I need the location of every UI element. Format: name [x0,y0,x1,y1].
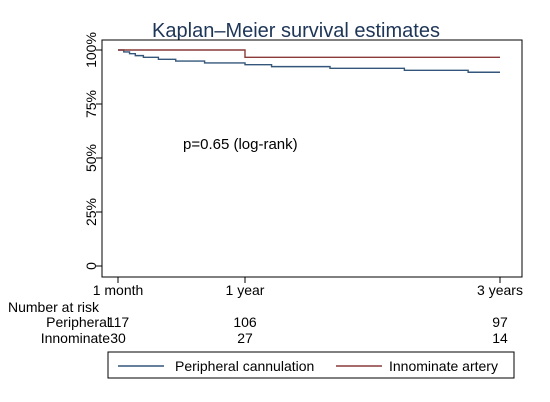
risk-row-label: Peripheral [46,314,110,330]
risk-count: 117 [107,314,130,330]
x-tick-label: 1 year [226,282,265,298]
x-tick-label: 1 month [93,282,144,298]
survival-curve-innominate [118,49,500,59]
risk-count: 106 [233,314,257,330]
risk-count: 30 [110,330,126,346]
y-tick-label: 50% [83,144,99,172]
x-axis: 1 month 1 year 3 years [93,277,523,298]
legend-label: Peripheral cannulation [175,358,314,374]
risk-table-heading: Number at risk [8,299,100,315]
risk-row-label: Innominate [41,330,110,346]
legend-label: Innominate artery [389,358,498,374]
p-value-annotation: p=0.65 (log-rank) [183,136,298,153]
y-tick-label: 25% [83,198,99,226]
y-tick-label: 100% [83,32,99,68]
y-tick-label: 75% [83,90,99,118]
plot-area [101,39,523,278]
risk-count: 14 [492,330,508,346]
survival-curve-peripheral [118,49,500,73]
y-tick-label: 0 [83,262,99,270]
legend: Peripheral cannulation Innominate artery [107,351,515,379]
risk-count: 97 [492,314,508,330]
chart-title: Kaplan–Meier survival estimates [152,20,440,42]
legend-box [107,351,515,379]
risk-count: 27 [237,330,253,346]
y-axis: 0 25% 50% 75% 100% [83,32,102,270]
x-tick-label: 3 years [477,282,523,298]
series-layer [118,49,500,73]
